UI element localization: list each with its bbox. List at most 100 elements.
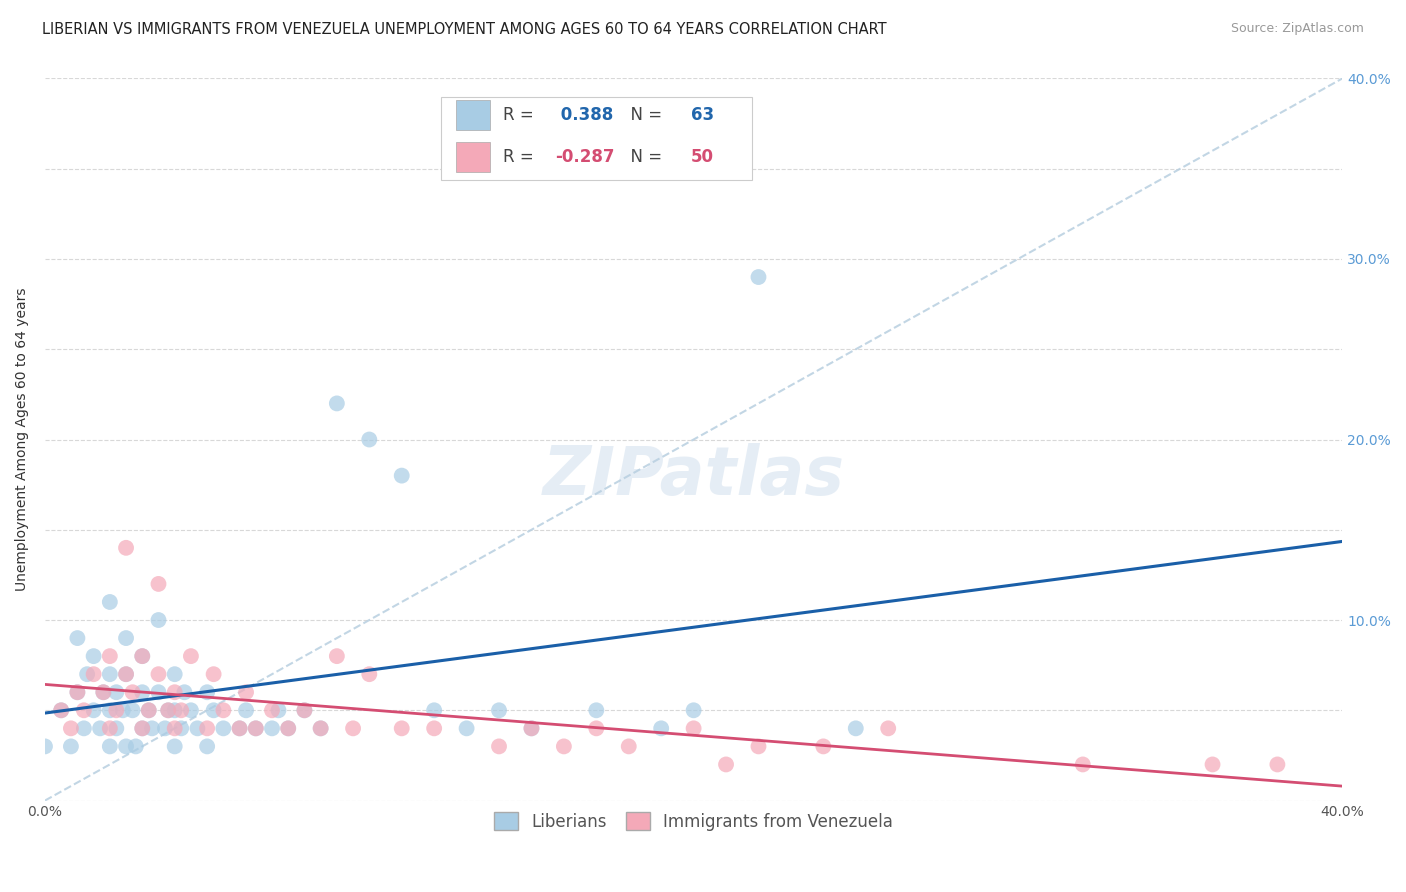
Point: [1071, 757, 1094, 772]
Point: [148, 685, 170, 699]
Point: [111, 703, 134, 717]
Point: [83, 667, 105, 681]
Point: [195, 722, 218, 736]
Text: -0.287: -0.287: [555, 148, 614, 166]
Point: [714, 757, 737, 772]
Point: [121, 703, 143, 717]
Legend: Liberians, Immigrants from Venezuela: Liberians, Immigrants from Venezuela: [486, 804, 901, 839]
Point: [131, 685, 153, 699]
Point: [1267, 757, 1289, 772]
Point: [260, 722, 283, 736]
Point: [202, 667, 225, 681]
Point: [141, 722, 163, 736]
Point: [105, 685, 128, 699]
Point: [131, 649, 153, 664]
Point: [105, 722, 128, 736]
Point: [73, 722, 96, 736]
Point: [235, 685, 257, 699]
Point: [456, 722, 478, 736]
Point: [520, 722, 543, 736]
Bar: [456, 100, 489, 130]
Point: [359, 667, 381, 681]
Point: [66, 631, 89, 645]
Point: [83, 649, 105, 664]
Point: [682, 703, 704, 717]
Point: [186, 722, 208, 736]
Point: [326, 396, 349, 410]
Point: [115, 631, 138, 645]
Point: [66, 685, 89, 699]
Point: [157, 703, 180, 717]
Point: [245, 722, 267, 736]
Point: [245, 722, 267, 736]
Text: N =: N =: [620, 148, 666, 166]
Point: [98, 595, 121, 609]
FancyBboxPatch shape: [440, 96, 752, 179]
Point: [195, 685, 218, 699]
Point: [294, 703, 316, 717]
Point: [1201, 757, 1223, 772]
Y-axis label: Unemployment Among Ages 60 to 64 years: Unemployment Among Ages 60 to 64 years: [15, 288, 30, 591]
Point: [359, 433, 381, 447]
Point: [98, 667, 121, 681]
Point: [115, 541, 138, 555]
Point: [195, 739, 218, 754]
Point: [115, 739, 138, 754]
Point: [277, 722, 299, 736]
Point: [131, 722, 153, 736]
Point: [423, 722, 446, 736]
Point: [520, 722, 543, 736]
Point: [163, 667, 186, 681]
Point: [153, 722, 176, 736]
Point: [747, 739, 769, 754]
Point: [202, 703, 225, 717]
Point: [148, 667, 170, 681]
Point: [235, 703, 257, 717]
Point: [125, 739, 148, 754]
Point: [585, 722, 607, 736]
Point: [121, 685, 143, 699]
Point: [98, 739, 121, 754]
Point: [51, 703, 73, 717]
Point: [98, 703, 121, 717]
Point: [83, 703, 105, 717]
Point: [342, 722, 364, 736]
Point: [488, 703, 510, 717]
Point: [73, 703, 96, 717]
Point: [163, 703, 186, 717]
Point: [115, 667, 138, 681]
Point: [34, 739, 56, 754]
Point: [93, 685, 115, 699]
Point: [585, 703, 607, 717]
Point: [212, 703, 235, 717]
Point: [617, 739, 640, 754]
Point: [682, 722, 704, 736]
Point: [163, 722, 186, 736]
Point: [173, 685, 195, 699]
Point: [180, 703, 202, 717]
Point: [131, 722, 153, 736]
Point: [877, 722, 900, 736]
Point: [51, 703, 73, 717]
Point: [650, 722, 672, 736]
Point: [138, 703, 160, 717]
Bar: [456, 142, 489, 172]
Point: [391, 722, 413, 736]
Point: [813, 739, 835, 754]
Text: 50: 50: [690, 148, 714, 166]
Point: [228, 722, 250, 736]
Text: R =: R =: [503, 148, 538, 166]
Point: [260, 703, 283, 717]
Point: [115, 667, 138, 681]
Point: [212, 722, 235, 736]
Text: LIBERIAN VS IMMIGRANTS FROM VENEZUELA UNEMPLOYMENT AMONG AGES 60 TO 64 YEARS COR: LIBERIAN VS IMMIGRANTS FROM VENEZUELA UN…: [42, 22, 887, 37]
Point: [98, 722, 121, 736]
Point: [131, 649, 153, 664]
Point: [294, 703, 316, 717]
Text: N =: N =: [620, 106, 666, 124]
Text: Source: ZipAtlas.com: Source: ZipAtlas.com: [1230, 22, 1364, 36]
Point: [170, 703, 193, 717]
Text: 0.388: 0.388: [555, 106, 613, 124]
Point: [747, 270, 769, 285]
Point: [309, 722, 332, 736]
